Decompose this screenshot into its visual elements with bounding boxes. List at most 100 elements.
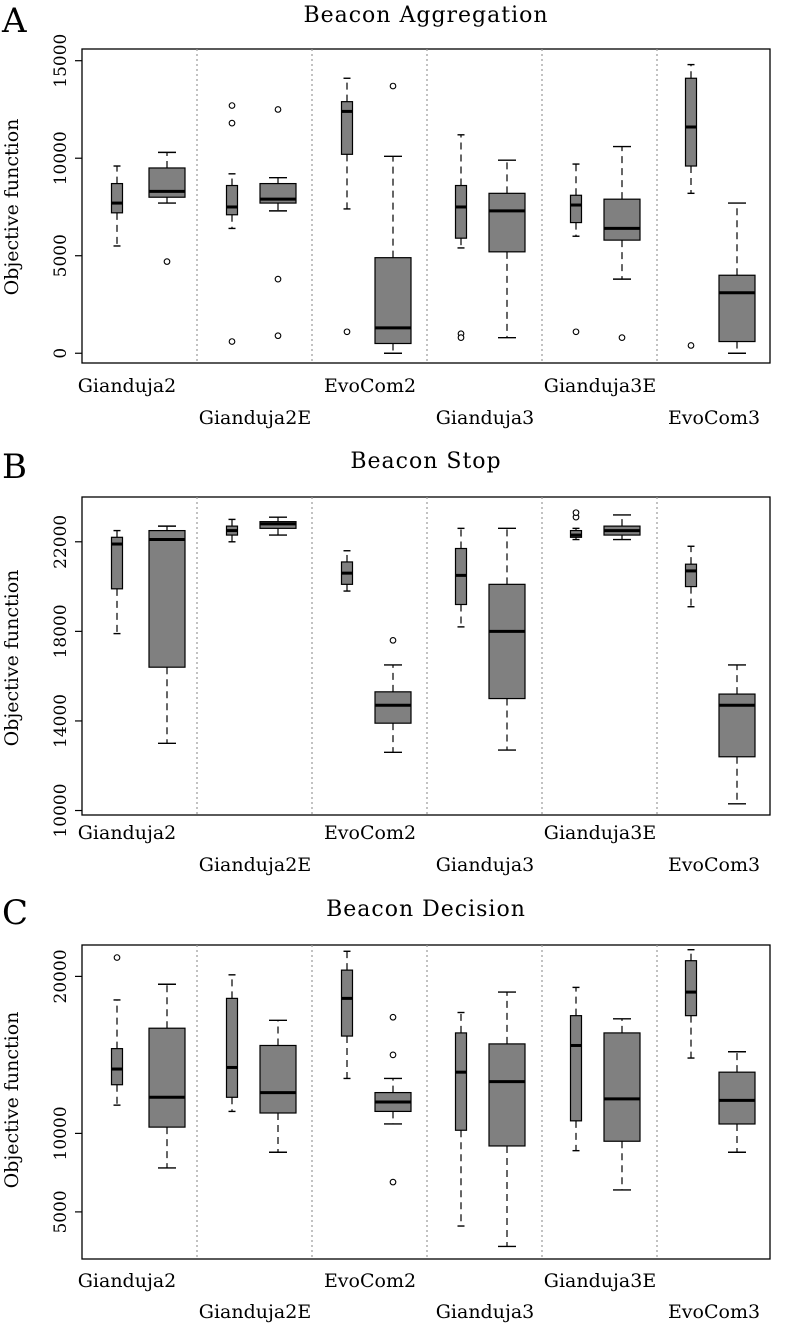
panel-a-y-tick-label-10000: 10000 (51, 131, 71, 185)
panel-b-group-label-gianduja2: Gianduja2 (78, 822, 177, 844)
panel-a-box-4-gianduja2e-outlier-2 (274, 275, 282, 283)
panel-a: A Beacon Aggregation Objective function … (1, 1, 771, 429)
panel-a-box-11-evocom3 (684, 63, 698, 349)
panel-a-y-axis-label: Objective function (1, 119, 23, 296)
panel-c-y-tick-label-10000: 10000 (51, 1106, 71, 1160)
panel-a-title: Beacon Aggregation (303, 3, 548, 28)
panel-b-y-tick-label-22000: 22000 (51, 515, 71, 569)
panel-a-box-4-gianduja2e-outlier-3 (274, 332, 282, 340)
panel-a-box-8-gianduja3 (488, 159, 526, 339)
panel-a-box-3-gianduja2e-outlier-1 (228, 102, 236, 109)
panel-a-box-7-gianduja3-iqr-box (454, 184, 468, 239)
panel-a-box-8-gianduja3-iqr-box (488, 192, 526, 253)
panel-a-box-6-evocom2 (374, 82, 412, 354)
panel-c-y-tick-label-20000: 20000 (51, 949, 71, 1003)
panel-c-box-12-evocom3 (718, 1051, 756, 1153)
panel-c-group-label-gianduja2: Gianduja2 (78, 1270, 177, 1292)
panel-b-box-7-gianduja3 (454, 527, 468, 628)
panel-c-box-7-gianduja3 (454, 1011, 468, 1227)
panel-c-box-1-gianduja2-outlier-1 (113, 954, 121, 961)
panel-a-box-12-evocom3-iqr-box (718, 274, 756, 343)
panel-c: C Beacon Decision Objective function Gia… (1, 893, 771, 1323)
panel-b-group-label-gianduja3: Gianduja3 (436, 854, 535, 876)
panel-a-box-10-gianduja3e-outlier-1 (618, 334, 626, 341)
panel-a-box-2-gianduja2 (148, 151, 186, 265)
panel-c-box-7-gianduja3-iqr-box (454, 1032, 468, 1131)
panel-c-box-3-gianduja2e-iqr-box (225, 997, 239, 1098)
panel-c-box-6-evocom2-outlier-2 (389, 1051, 397, 1059)
panel-b-box-3-gianduja2e (225, 518, 239, 543)
panel-a-box-9-gianduja3e-outlier-1 (572, 328, 580, 336)
panel-c-plot-frame (81, 944, 771, 1260)
panel-b-box-2-gianduja2 (148, 525, 186, 745)
panel-b-group-label-evocom2: EvoCom2 (324, 822, 416, 844)
panel-a-box-4-gianduja2e-outlier-1 (274, 106, 282, 113)
panel-a-box-3-gianduja2e-outlier-2 (228, 119, 236, 127)
panel-a-box-4-gianduja2e (259, 106, 297, 340)
panel-c-box-6-evocom2-outlier-3 (389, 1178, 397, 1186)
panel-b-box-8-gianduja3-iqr-box (488, 583, 526, 700)
panel-b-box-1-gianduja2 (110, 529, 124, 635)
panel-b-y-tick-label-14000: 14000 (51, 694, 71, 748)
panel-a-group-label-gianduja3e: Gianduja3E (544, 375, 656, 397)
panel-letter-a: A (1, 1, 27, 41)
panel-a-y-tick-label-15000: 15000 (51, 34, 71, 88)
panel-a-box-11-evocom3-iqr-box (684, 77, 698, 167)
panel-b-box-4-gianduja2e (259, 516, 297, 536)
panel-c-group-label-evocom2: EvoCom2 (324, 1270, 416, 1292)
panel-a-box-3-gianduja2e-outlier-3 (228, 338, 236, 345)
panel-c-group-label-gianduja2e: Gianduja2E (199, 1301, 311, 1323)
panel-b-box-6-evocom2 (374, 636, 412, 753)
panel-b-box-11-evocom3 (684, 545, 698, 608)
panel-b-box-8-gianduja3 (488, 527, 526, 751)
panel-c-group-label-gianduja3e: Gianduja3E (544, 1270, 656, 1292)
panel-c-box-2-gianduja2 (148, 983, 186, 1169)
panel-b-group-label-gianduja2e: Gianduja2E (199, 854, 311, 876)
panel-b-box-6-evocom2-outlier-1 (389, 636, 397, 644)
panel-c-box-4-gianduja2e (259, 1019, 297, 1153)
panel-b-box-5-evocom2 (340, 550, 354, 592)
panel-a-box-1-gianduja2 (110, 165, 124, 247)
panel-a-box-12-evocom3 (718, 202, 756, 354)
panel-a-box-3-gianduja2e (225, 102, 239, 345)
panel-b-y-axis-label: Objective function (1, 570, 23, 747)
panel-c-box-1-gianduja2 (110, 954, 124, 1106)
panel-c-box-6-evocom2-outlier-1 (389, 1013, 397, 1021)
panel-c-box-9-gianduja3e-iqr-box (569, 1015, 583, 1122)
panel-c-box-11-evocom3 (684, 949, 698, 1059)
panel-a-box-9-gianduja3e (569, 163, 583, 336)
panel-b-box-9-gianduja3e-outlier-2 (572, 509, 580, 517)
panel-a-group-label-evocom3: EvoCom3 (668, 407, 760, 429)
panel-b-box-10-gianduja3e (603, 514, 641, 541)
panel-b-box-9-gianduja3e (569, 509, 583, 541)
panel-b-group-label-gianduja3e: Gianduja3E (544, 822, 656, 844)
panel-c-y-axis-label: Objective function (1, 1012, 23, 1189)
panel-c-box-12-evocom3-iqr-box (718, 1071, 756, 1125)
panel-b-box-2-gianduja2-iqr-box (148, 529, 186, 668)
panel-b: B Beacon Stop Objective function Gianduj… (1, 447, 771, 876)
panel-c-group-label-gianduja3: Gianduja3 (436, 1301, 535, 1323)
panel-a-box-6-evocom2-outlier-1 (389, 82, 397, 90)
panel-c-box-5-evocom2-iqr-box (340, 969, 354, 1037)
panel-a-box-2-gianduja2-outlier-1 (163, 258, 171, 265)
panel-c-box-2-gianduja2-iqr-box (148, 1027, 186, 1128)
panel-b-box-1-gianduja2-iqr-box (110, 536, 124, 590)
panel-a-box-6-evocom2-iqr-box (374, 257, 412, 345)
panel-b-box-12-evocom3 (718, 664, 756, 805)
panel-c-box-1-gianduja2-iqr-box (110, 1048, 124, 1086)
panel-a-box-10-gianduja3e (603, 145, 641, 341)
panel-a-box-5-evocom2-outlier-1 (343, 328, 351, 336)
panel-a-y-tick-label-0: 0 (51, 348, 71, 359)
panel-a-box-11-evocom3-outlier-1 (687, 342, 695, 349)
panel-c-box-6-evocom2 (374, 1013, 412, 1186)
panel-c-box-4-gianduja2e-iqr-box (259, 1044, 297, 1114)
panel-a-group-label-gianduja2: Gianduja2 (78, 375, 177, 397)
panel-a-box-7-gianduja3-outlier-2 (457, 334, 465, 341)
panel-c-box-5-evocom2 (340, 950, 354, 1080)
panel-c-box-9-gianduja3e (569, 986, 583, 1152)
panel-c-y-tick-label-5000: 5000 (51, 1190, 71, 1233)
panel-a-group-label-evocom2: EvoCom2 (324, 375, 416, 397)
panel-b-box-11-evocom3-iqr-box (684, 563, 698, 588)
panel-a-plot-frame (81, 48, 771, 364)
